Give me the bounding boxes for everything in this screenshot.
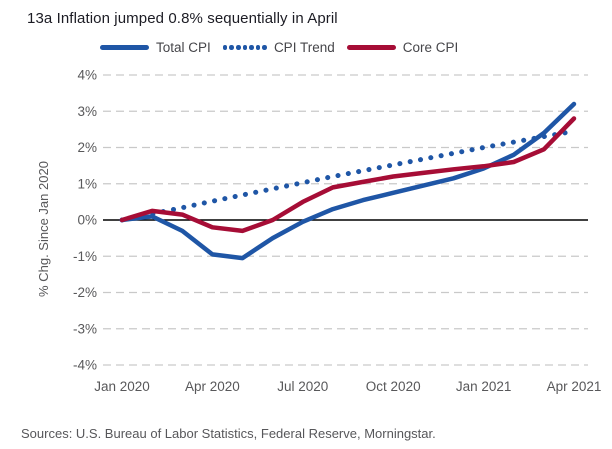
- legend-item-core-cpi: Core CPI: [346, 40, 459, 55]
- legend-item-cpi-trend: CPI Trend: [222, 40, 335, 55]
- y-axis-title: % Chg. Since Jan 2020: [36, 161, 51, 297]
- chart-legend: Total CPI CPI Trend Core CPI: [100, 40, 458, 55]
- legend-label-core-cpi: Core CPI: [402, 40, 459, 55]
- legend-dot: [242, 45, 248, 50]
- legend-dot: [249, 45, 254, 50]
- legend-dot: [229, 45, 234, 50]
- y-tick-label: 1%: [77, 176, 97, 191]
- legend-dot: [222, 45, 228, 50]
- total-cpi-line-swatch: [100, 45, 149, 50]
- x-tick-label: Oct 2020: [366, 379, 421, 394]
- y-tick-label: -2%: [73, 285, 97, 300]
- x-tick-label: Apr 2021: [547, 379, 602, 394]
- series-line-total-cpi: [119, 101, 577, 261]
- y-tick-label: -1%: [73, 249, 97, 264]
- core-cpi-line-swatch: [346, 45, 396, 50]
- cpi-trend-dotted-swatch: [222, 45, 267, 50]
- y-tick-label: -4%: [73, 358, 97, 373]
- series-line-cpi-trend: [119, 128, 577, 223]
- source-note: Sources: U.S. Bureau of Labor Statistics…: [21, 426, 436, 441]
- series-line-core-cpi: [119, 116, 577, 234]
- y-tick-label: 3%: [77, 104, 97, 119]
- legend-label-total-cpi: Total CPI: [156, 40, 211, 55]
- legend-label-cpi-trend: CPI Trend: [273, 40, 335, 55]
- y-tick-label: 4%: [77, 68, 97, 83]
- x-tick-label: Apr 2020: [185, 379, 240, 394]
- y-tick-label: 0%: [77, 213, 97, 228]
- x-tick-label: Jan 2021: [456, 379, 512, 394]
- legend-item-total-cpi: Total CPI: [100, 40, 211, 55]
- x-tick-label: Jan 2020: [94, 379, 150, 394]
- x-tick-label: Jul 2020: [277, 379, 328, 394]
- chart-title: 13a Inflation jumped 0.8% sequentially i…: [27, 10, 338, 27]
- y-tick-label: -3%: [73, 321, 97, 336]
- legend-dot: [255, 45, 261, 50]
- legend-dot: [262, 45, 267, 50]
- legend-dot: [235, 45, 241, 50]
- y-tick-label: 2%: [77, 140, 97, 155]
